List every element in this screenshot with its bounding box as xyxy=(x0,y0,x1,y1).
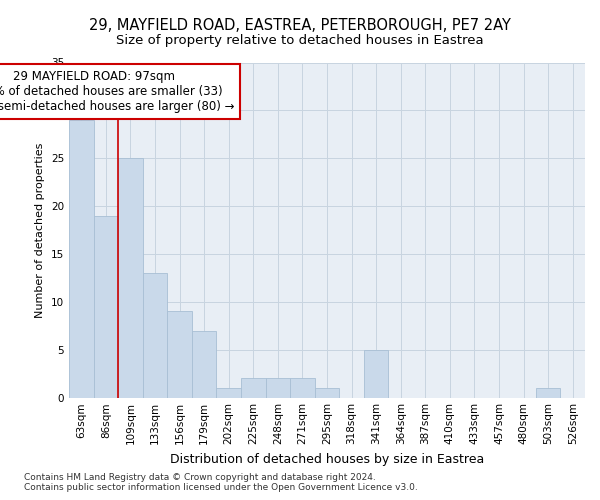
Bar xyxy=(167,312,192,398)
Bar xyxy=(217,388,241,398)
Bar xyxy=(143,273,167,398)
Bar xyxy=(69,120,94,398)
X-axis label: Distribution of detached houses by size in Eastrea: Distribution of detached houses by size … xyxy=(170,453,484,466)
Bar xyxy=(94,216,118,398)
Bar xyxy=(266,378,290,398)
Text: Size of property relative to detached houses in Eastrea: Size of property relative to detached ho… xyxy=(116,34,484,47)
Y-axis label: Number of detached properties: Number of detached properties xyxy=(35,142,46,318)
Bar xyxy=(315,388,339,398)
Bar xyxy=(290,378,315,398)
Text: 29 MAYFIELD ROAD: 97sqm
← 29% of detached houses are smaller (33)
71% of semi-de: 29 MAYFIELD ROAD: 97sqm ← 29% of detache… xyxy=(0,70,235,113)
Bar xyxy=(118,158,143,398)
Bar xyxy=(364,350,388,398)
Bar xyxy=(536,388,560,398)
Bar xyxy=(241,378,266,398)
Bar xyxy=(192,330,217,398)
Text: 29, MAYFIELD ROAD, EASTREA, PETERBOROUGH, PE7 2AY: 29, MAYFIELD ROAD, EASTREA, PETERBOROUGH… xyxy=(89,18,511,32)
Text: Contains HM Land Registry data © Crown copyright and database right 2024.
Contai: Contains HM Land Registry data © Crown c… xyxy=(24,473,418,492)
